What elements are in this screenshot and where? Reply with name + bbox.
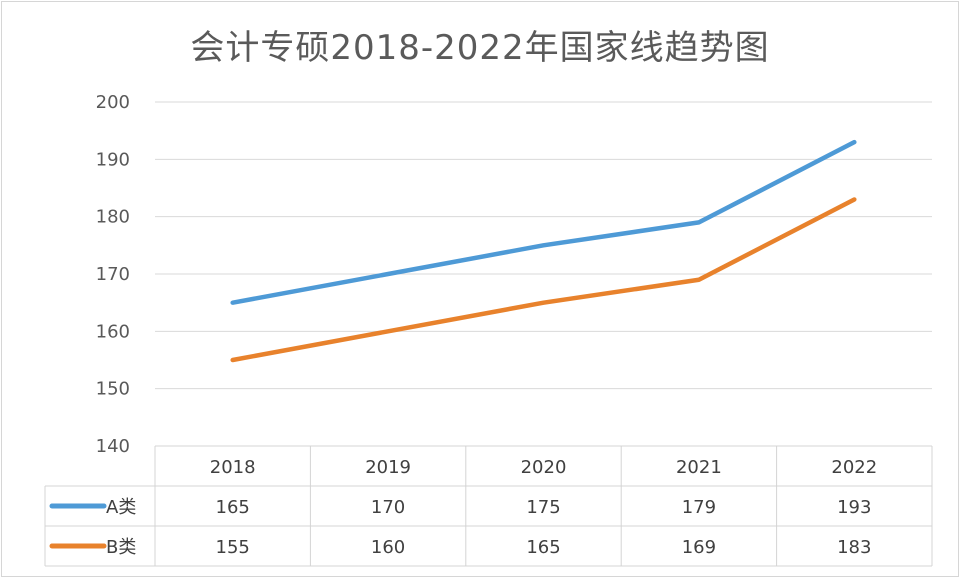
y-tick-label-170: 170: [96, 264, 130, 285]
x-tick-label-2020: 2020: [521, 457, 567, 478]
x-tick-label-2018: 2018: [210, 457, 256, 478]
y-tick-label-200: 200: [96, 92, 130, 113]
y-tick-label-180: 180: [96, 207, 130, 228]
data-cell-0-2: 175: [526, 497, 560, 518]
y-tick-label-190: 190: [96, 149, 130, 170]
data-cell-1-2: 165: [526, 537, 560, 558]
data-cell-1-0: 155: [216, 537, 250, 558]
legend-label-0: A类: [106, 497, 136, 518]
data-cell-1-3: 169: [682, 537, 716, 558]
y-tick-label-150: 150: [96, 379, 130, 400]
y-tick-label-160: 160: [96, 321, 130, 342]
x-tick-label-2021: 2021: [676, 457, 722, 478]
data-cell-1-1: 160: [371, 537, 405, 558]
data-cell-0-1: 170: [371, 497, 405, 518]
series-line-0: [230, 139, 857, 305]
data-cell-0-0: 165: [216, 497, 250, 518]
x-tick-label-2022: 2022: [831, 457, 877, 478]
data-cell-0-3: 179: [682, 497, 716, 518]
data-cell-0-4: 193: [837, 497, 871, 518]
data-cell-1-4: 183: [837, 537, 871, 558]
legend-label-1: B类: [106, 537, 136, 558]
x-tick-label-2019: 2019: [365, 457, 411, 478]
tick-labels: 140 150 160 170 180 190 200 2018 2019 2020 2021 202…: [49, 92, 877, 558]
y-tick-label-140: 140: [96, 436, 130, 457]
chart-title: 会计专硕2018-2022年国家线趋势图: [190, 28, 770, 68]
series-line-1: [230, 197, 857, 363]
series-lines: [230, 139, 857, 363]
data-table: [44, 445, 933, 567]
gridlines: [155, 101, 932, 390]
